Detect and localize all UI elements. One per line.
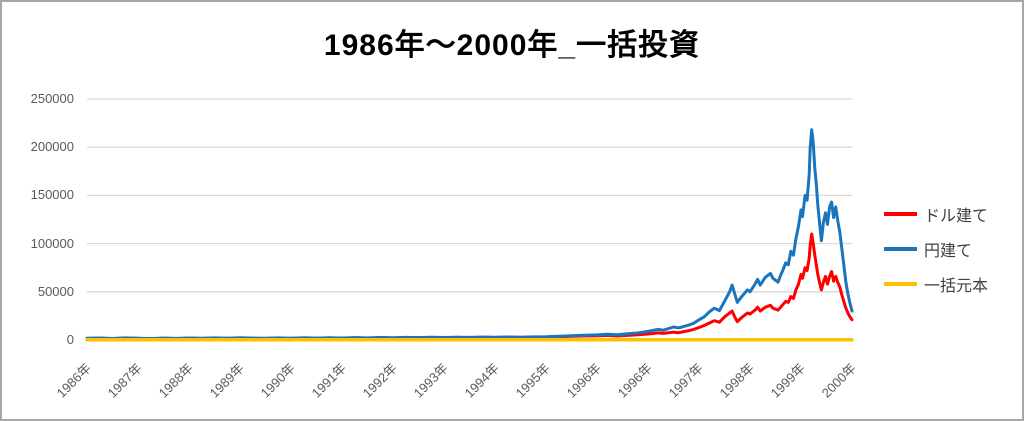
y-axis-tick-label: 250000 <box>30 91 74 106</box>
legend-item-jpy: 円建て <box>884 239 1020 260</box>
y-axis-tick-label: 0 <box>66 332 74 347</box>
jpy-line-swatch <box>884 247 917 251</box>
chart-legend: ドル建て 円建て 一括元本 <box>884 204 1020 309</box>
usd-series-line <box>85 232 854 341</box>
y-axis-tick-label: 100000 <box>30 235 74 251</box>
usd-line-swatch <box>884 212 917 216</box>
legend-item-principal: 一括元本 <box>884 274 1020 295</box>
series-lines <box>85 128 854 342</box>
legend-label-principal: 一括元本 <box>924 278 989 295</box>
legend-label-jpy: 円建て <box>924 243 973 260</box>
principal-line-swatch <box>884 282 917 286</box>
y-axis-tick-label: 150000 <box>30 187 74 203</box>
jpy-series-line <box>85 128 854 341</box>
y-axis-tick-label: 50000 <box>37 283 74 299</box>
chart-title: 1986年〜2000年_一括投資 <box>323 29 701 62</box>
y-axis-tick-label: 200000 <box>30 139 74 155</box>
legend-item-usd: ドル建て <box>884 204 1020 225</box>
legend-label-usd: ドル建て <box>924 208 989 225</box>
